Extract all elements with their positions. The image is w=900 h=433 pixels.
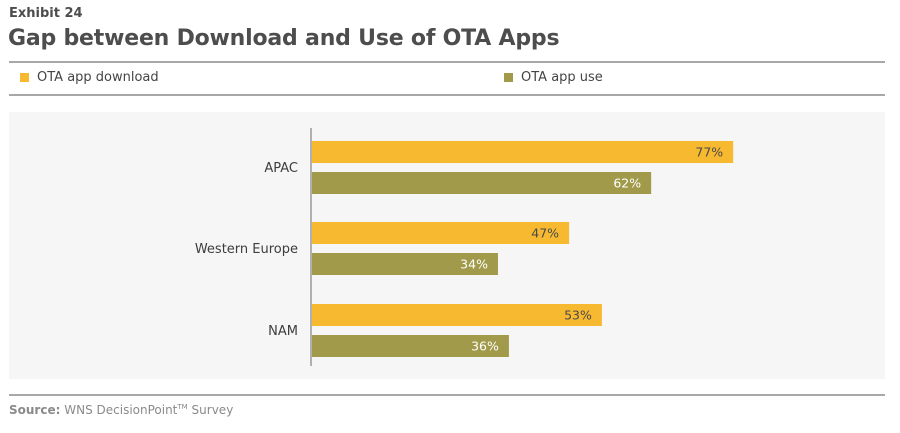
legend-label-use: OTA app use [521,70,603,85]
chart-title: Gap between Download and Use of OTA Apps [8,26,560,51]
legend-label-download: OTA app download [37,70,159,85]
category-label: NAM [268,324,298,339]
source-suffix: Survey [191,403,234,417]
source-label: Source: [9,403,61,417]
data-label: 62% [613,176,641,191]
exhibit-label: Exhibit 24 [9,6,83,21]
legend-item-download: OTA app download [20,70,159,85]
data-label: 47% [531,226,559,241]
bar-use [312,335,509,357]
divider-bottom [9,394,885,396]
category-label: APAC [264,161,298,176]
data-label: 53% [564,308,592,323]
legend-item-use: OTA app use [504,70,603,85]
divider-legend [9,94,885,96]
bar-download [312,141,734,163]
data-label: 77% [695,145,723,160]
source-text: WNS DecisionPoint [64,403,178,417]
bar-use [312,172,652,194]
bar-download [312,222,570,244]
legend-swatch-use [504,73,513,82]
data-label: 36% [471,339,499,354]
legend-swatch-download [20,73,29,82]
data-label: 34% [460,257,488,272]
bar-download [312,304,602,326]
category-label: Western Europe [195,242,298,257]
trademark-mark: TM [177,403,188,411]
bar-use [312,253,498,275]
source-note: Source: WNS DecisionPointTM Survey [9,403,233,417]
divider-top [9,61,885,63]
